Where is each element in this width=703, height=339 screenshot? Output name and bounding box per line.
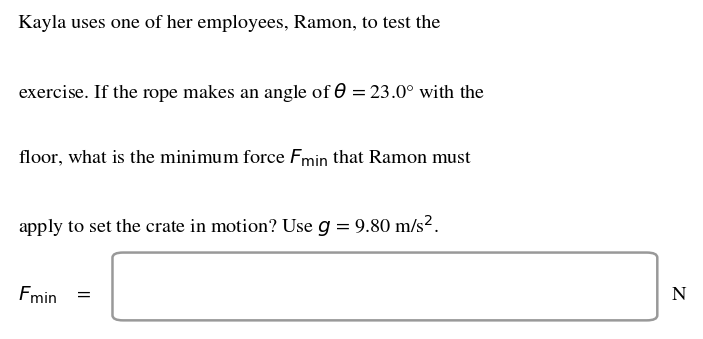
Text: exercise. If the rope makes an angle of $\theta$ = 23.0° with the: exercise. If the rope makes an angle of … <box>18 81 485 104</box>
Text: apply to set the crate in motion? Use $g$ = 9.80 m/s$^2$.: apply to set the crate in motion? Use $g… <box>18 214 439 239</box>
FancyBboxPatch shape <box>112 253 657 320</box>
Text: $F_{\mathrm{min}}$: $F_{\mathrm{min}}$ <box>18 284 56 305</box>
Text: =: = <box>77 286 91 303</box>
Text: N: N <box>671 286 686 303</box>
Text: Kayla uses one of her employees, Ramon, to test the: Kayla uses one of her employees, Ramon, … <box>18 15 440 33</box>
Text: floor, what is the minimum force $F_{\mathrm{min}}$ that Ramon must: floor, what is the minimum force $F_{\ma… <box>18 147 472 169</box>
